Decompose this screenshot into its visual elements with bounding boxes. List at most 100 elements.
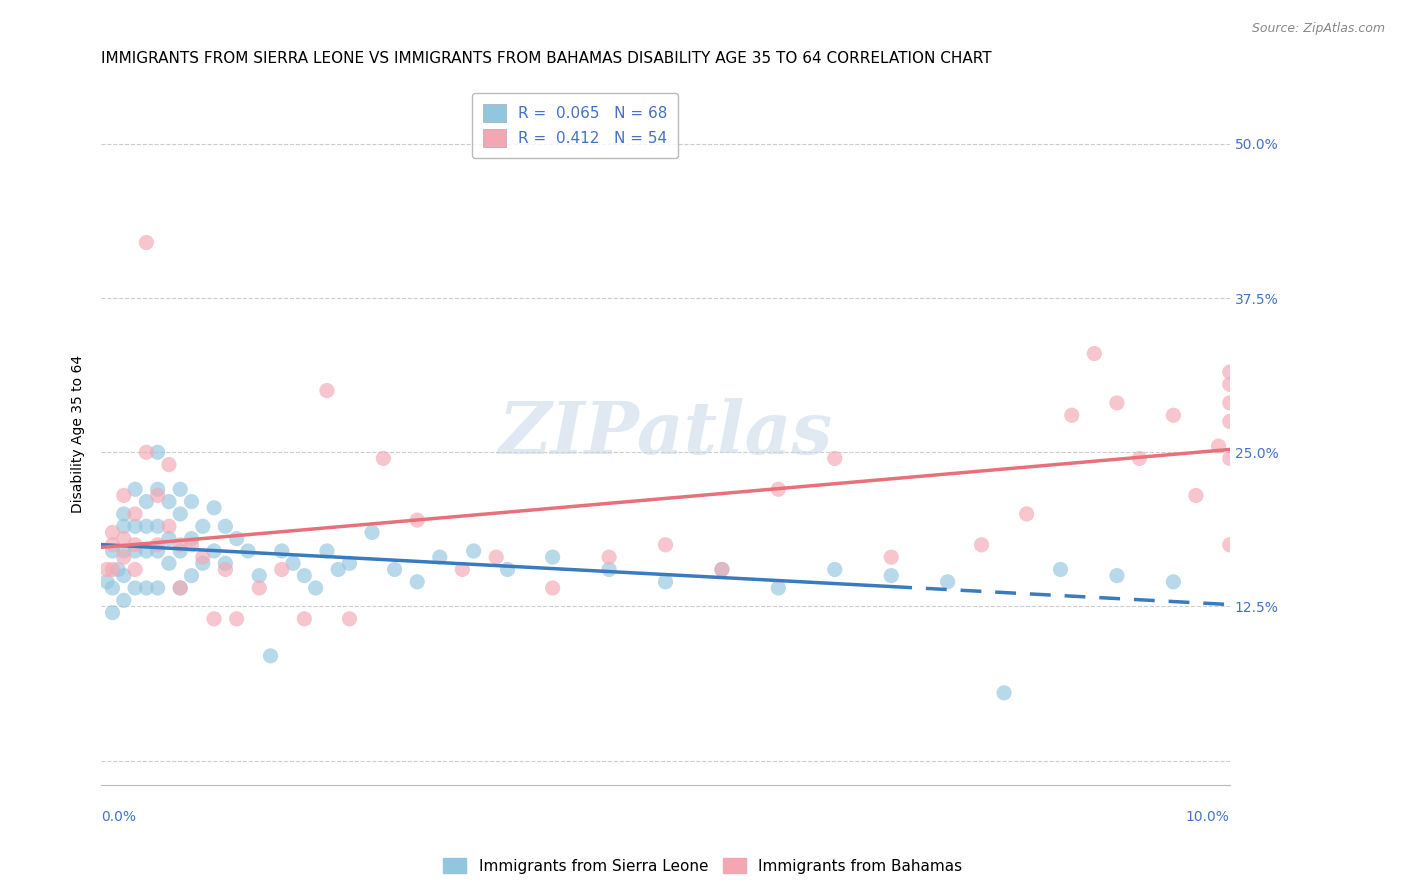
Point [880,550,903,565]
Point [1219,365,1241,379]
Point [124,519,146,533]
Point [259,648,281,663]
Point [970,538,993,552]
Point [135,544,157,558]
Point [598,550,620,565]
Point [112,550,135,565]
Point [1105,568,1128,582]
Point [146,581,169,595]
Point [191,557,214,571]
Point [112,532,135,546]
Point [135,494,157,508]
Point [157,494,180,508]
Point [1185,488,1208,502]
Point [146,483,169,497]
Point [1049,562,1071,576]
Point [1128,451,1150,466]
Point [361,525,384,540]
Point [463,544,485,558]
Point [1219,414,1241,428]
Point [485,550,508,565]
Point [169,483,191,497]
Point [169,507,191,521]
Point [1105,396,1128,410]
Point [236,544,259,558]
Point [1163,574,1185,589]
Point [180,532,202,546]
Point [180,538,202,552]
Point [936,574,959,589]
Point [169,544,191,558]
Point [768,483,790,497]
Point [247,568,270,582]
Point [124,544,146,558]
Point [225,612,247,626]
Point [101,544,124,558]
Y-axis label: Disability Age 35 to 64: Disability Age 35 to 64 [72,355,86,513]
Point [135,235,157,250]
Point [429,550,451,565]
Point [247,581,270,595]
Point [202,500,225,515]
Point [270,562,292,576]
Point [451,562,474,576]
Point [214,557,236,571]
Point [146,519,169,533]
Point [339,557,361,571]
Point [157,532,180,546]
Point [598,562,620,576]
Point [96,562,118,576]
Point [157,519,180,533]
Point [146,544,169,558]
Legend: R =  0.065   N = 68, R =  0.412   N = 54: R = 0.065 N = 68, R = 0.412 N = 54 [472,94,678,158]
Point [112,568,135,582]
Point [304,581,326,595]
Point [202,544,225,558]
Point [146,445,169,459]
Point [316,544,339,558]
Point [328,562,350,576]
Point [135,519,157,533]
Point [710,562,733,576]
Point [112,519,135,533]
Point [654,538,676,552]
Point [406,574,429,589]
Point [124,538,146,552]
Point [270,544,292,558]
Point [214,562,236,576]
Point [157,458,180,472]
Point [191,519,214,533]
Point [180,568,202,582]
Point [1208,439,1230,453]
Point [406,513,429,527]
Point [225,532,247,546]
Point [135,445,157,459]
Point [214,519,236,533]
Point [169,538,191,552]
Point [373,451,395,466]
Point [135,581,157,595]
Point [1015,507,1038,521]
Point [768,581,790,595]
Point [169,581,191,595]
Point [384,562,406,576]
Point [124,562,146,576]
Point [339,612,361,626]
Text: Source: ZipAtlas.com: Source: ZipAtlas.com [1251,22,1385,36]
Point [1219,538,1241,552]
Point [1163,409,1185,423]
Point [654,574,676,589]
Point [101,538,124,552]
Point [112,593,135,607]
Point [710,562,733,576]
Point [112,507,135,521]
Point [824,562,846,576]
Point [292,612,315,626]
Point [146,488,169,502]
Point [496,562,519,576]
Point [541,581,564,595]
Point [1219,377,1241,392]
Point [101,525,124,540]
Point [169,581,191,595]
Legend: Immigrants from Sierra Leone, Immigrants from Bahamas: Immigrants from Sierra Leone, Immigrants… [437,852,969,880]
